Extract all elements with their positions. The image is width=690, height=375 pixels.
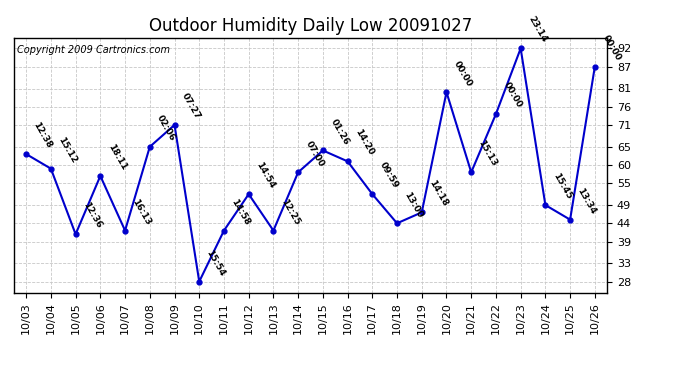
Text: 02:06: 02:06 — [155, 114, 177, 142]
Text: 15:54: 15:54 — [205, 248, 227, 278]
Text: 12:36: 12:36 — [81, 201, 104, 230]
Text: 15:12: 15:12 — [57, 135, 79, 165]
Text: 23:14: 23:14 — [526, 15, 549, 44]
Text: 16:13: 16:13 — [130, 197, 152, 226]
Text: 00:00: 00:00 — [452, 59, 474, 88]
Text: 12:25: 12:25 — [279, 197, 301, 226]
Text: 07:00: 07:00 — [304, 139, 326, 168]
Text: 00:00: 00:00 — [502, 81, 523, 110]
Text: 15:45: 15:45 — [551, 171, 573, 201]
Text: 14:54: 14:54 — [254, 160, 277, 190]
Text: 14:20: 14:20 — [353, 128, 375, 157]
Text: 15:13: 15:13 — [477, 139, 499, 168]
Text: 00:00: 00:00 — [600, 34, 622, 63]
Text: 14:58: 14:58 — [230, 197, 252, 226]
Text: 13:00: 13:00 — [402, 190, 424, 219]
Text: 18:11: 18:11 — [106, 142, 128, 172]
Text: 14:18: 14:18 — [427, 179, 449, 208]
Text: 09:59: 09:59 — [378, 160, 400, 190]
Text: 12:38: 12:38 — [32, 121, 54, 150]
Text: 13:34: 13:34 — [575, 186, 598, 216]
Text: 07:27: 07:27 — [180, 92, 202, 121]
Text: Copyright 2009 Cartronics.com: Copyright 2009 Cartronics.com — [17, 45, 170, 55]
Text: 01:26: 01:26 — [328, 117, 351, 146]
Title: Outdoor Humidity Daily Low 20091027: Outdoor Humidity Daily Low 20091027 — [149, 16, 472, 34]
